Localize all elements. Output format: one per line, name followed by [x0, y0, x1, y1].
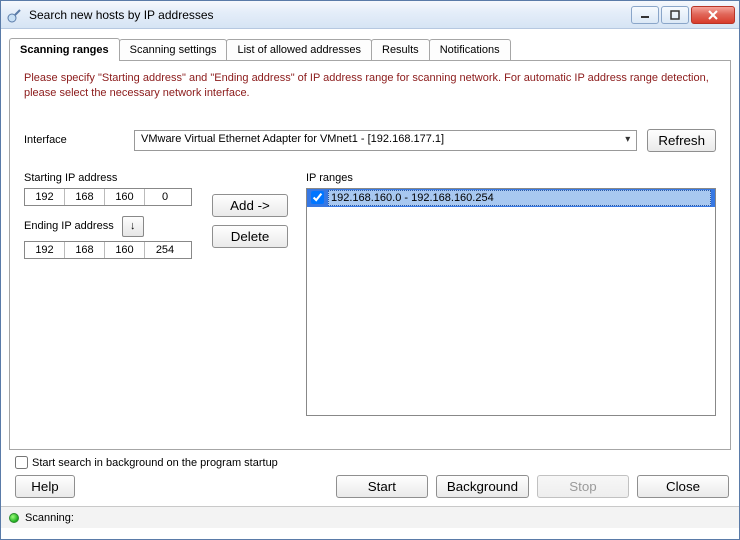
starting-ip-octet-2[interactable]: 168: [65, 189, 105, 205]
app-icon: [7, 7, 23, 23]
starting-ip-label: Starting IP address: [24, 172, 194, 184]
tab-notifications[interactable]: Notifications: [429, 39, 511, 60]
ending-ip-octet-4[interactable]: 254: [145, 242, 185, 258]
startup-row: Start search in background on the progra…: [1, 450, 739, 469]
tab-scanning-settings[interactable]: Scanning settings: [119, 39, 228, 60]
ranges-label: IP ranges: [306, 172, 716, 184]
tab-strip: Scanning ranges Scanning settings List o…: [9, 37, 731, 60]
status-led-icon: [9, 513, 19, 523]
copy-down-button[interactable]: ↓: [122, 216, 144, 237]
startup-label: Start search in background on the progra…: [32, 457, 278, 469]
close-window-button[interactable]: [691, 6, 735, 24]
window-title: Search new hosts by IP addresses: [29, 8, 631, 22]
interface-value: VMware Virtual Ethernet Adapter for VMne…: [141, 133, 444, 145]
minimize-button[interactable]: [631, 6, 659, 24]
tab-panel: Please specify "Starting address" and "E…: [9, 60, 731, 450]
starting-ip-octet-1[interactable]: 192: [25, 189, 65, 205]
refresh-button[interactable]: Refresh: [647, 129, 716, 152]
help-button[interactable]: Help: [15, 475, 75, 498]
interface-label: Interface: [24, 134, 124, 146]
ending-ip-octet-2[interactable]: 168: [65, 242, 105, 258]
ending-ip-octet-1[interactable]: 192: [25, 242, 65, 258]
starting-ip-octet-3[interactable]: 160: [105, 189, 145, 205]
starting-ip-input[interactable]: 192 168 160 0: [24, 188, 192, 206]
tab-allowed-addresses[interactable]: List of allowed addresses: [226, 39, 372, 60]
range-item-checkbox[interactable]: [311, 191, 324, 204]
ending-ip-label: Ending IP address: [24, 220, 114, 232]
status-bar: Scanning:: [1, 506, 739, 528]
add-range-button[interactable]: Add ->: [212, 194, 288, 217]
delete-range-button[interactable]: Delete: [212, 225, 288, 248]
startup-checkbox[interactable]: [15, 456, 28, 469]
tab-scanning-ranges[interactable]: Scanning ranges: [9, 38, 120, 61]
close-button[interactable]: Close: [637, 475, 729, 498]
tab-results[interactable]: Results: [371, 39, 430, 60]
status-text: Scanning:: [25, 512, 74, 524]
range-item-text: 192.168.160.0 - 192.168.160.254: [328, 190, 711, 206]
titlebar: Search new hosts by IP addresses: [1, 1, 739, 29]
stop-button[interactable]: Stop: [537, 475, 629, 498]
ending-ip-input[interactable]: 192 168 160 254: [24, 241, 192, 259]
start-button[interactable]: Start: [336, 475, 428, 498]
ranges-column: IP ranges 192.168.160.0 - 192.168.160.25…: [306, 172, 716, 416]
tabs-container: Scanning ranges Scanning settings List o…: [1, 29, 739, 450]
ranges-list[interactable]: 192.168.160.0 - 192.168.160.254: [306, 188, 716, 416]
arrow-down-icon: ↓: [130, 220, 136, 232]
window-controls: [631, 6, 735, 24]
mid-area: Starting IP address 192 168 160 0 Ending…: [24, 172, 716, 416]
instruction-text: Please specify "Starting address" and "E…: [24, 71, 716, 101]
background-button[interactable]: Background: [436, 475, 529, 498]
range-buttons-column: Add -> Delete: [212, 172, 288, 248]
maximize-button[interactable]: [661, 6, 689, 24]
interface-row: Interface VMware Virtual Ethernet Adapte…: [24, 129, 716, 152]
starting-ip-octet-4[interactable]: 0: [145, 189, 185, 205]
ending-ip-octet-3[interactable]: 160: [105, 242, 145, 258]
action-row: Help Start Background Stop Close: [1, 469, 739, 506]
range-item[interactable]: 192.168.160.0 - 192.168.160.254: [307, 189, 715, 207]
ip-input-column: Starting IP address 192 168 160 0 Ending…: [24, 172, 194, 259]
interface-dropdown[interactable]: VMware Virtual Ethernet Adapter for VMne…: [134, 130, 637, 151]
